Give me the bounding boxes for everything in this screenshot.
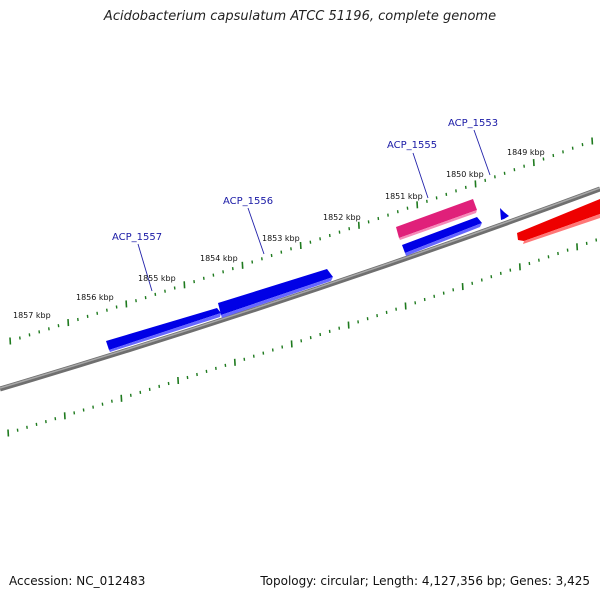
kbp-label-1849: 1849 kbp [507,148,545,157]
gene-label-acp-1557: ACP_1557 [112,232,162,243]
gene-label-line-1556 [247,207,265,255]
genome-summary-text: Topology: circular; Length: 4,127,356 bp… [260,574,590,588]
kbp-label-1850: 1850 kbp [446,170,484,179]
kbp-label-1851: 1851 kbp [385,192,423,201]
kbp-label-1853: 1853 kbp [262,234,300,243]
gene-label-acp-1553: ACP_1553 [448,118,498,129]
gene-1553[interactable] [500,208,509,220]
kbp-label-1856: 1856 kbp [76,293,114,302]
gene-label-acp-1555: ACP_1555 [387,140,437,151]
gene-1554[interactable] [402,217,482,256]
kbp-label-1855: 1855 kbp [138,274,176,283]
kbp-label-1857: 1857 kbp [13,311,51,320]
inner-tick-row [7,238,598,437]
gene-1556[interactable] [218,269,333,318]
gene-label-line-1553 [473,129,491,176]
outer-tick-row [9,137,594,345]
genome-backbone [0,186,600,392]
accession-text: Accession: NC_012483 [9,574,146,588]
genome-title: Acidobacterium capsulatum ATCC 51196, co… [103,9,497,24]
kbp-label-1854: 1854 kbp [200,254,238,263]
gene-1557[interactable] [106,308,221,352]
kbp-label-1852: 1852 kbp [323,213,361,222]
gene-1552[interactable] [517,199,600,244]
gene-1555[interactable] [396,199,477,240]
gene-label-acp-1556: ACP_1556 [223,196,273,207]
gene-label-line-1557 [137,243,153,292]
genome-backbone-highlight [0,187,600,389]
gene-label-line-1555 [412,152,429,199]
